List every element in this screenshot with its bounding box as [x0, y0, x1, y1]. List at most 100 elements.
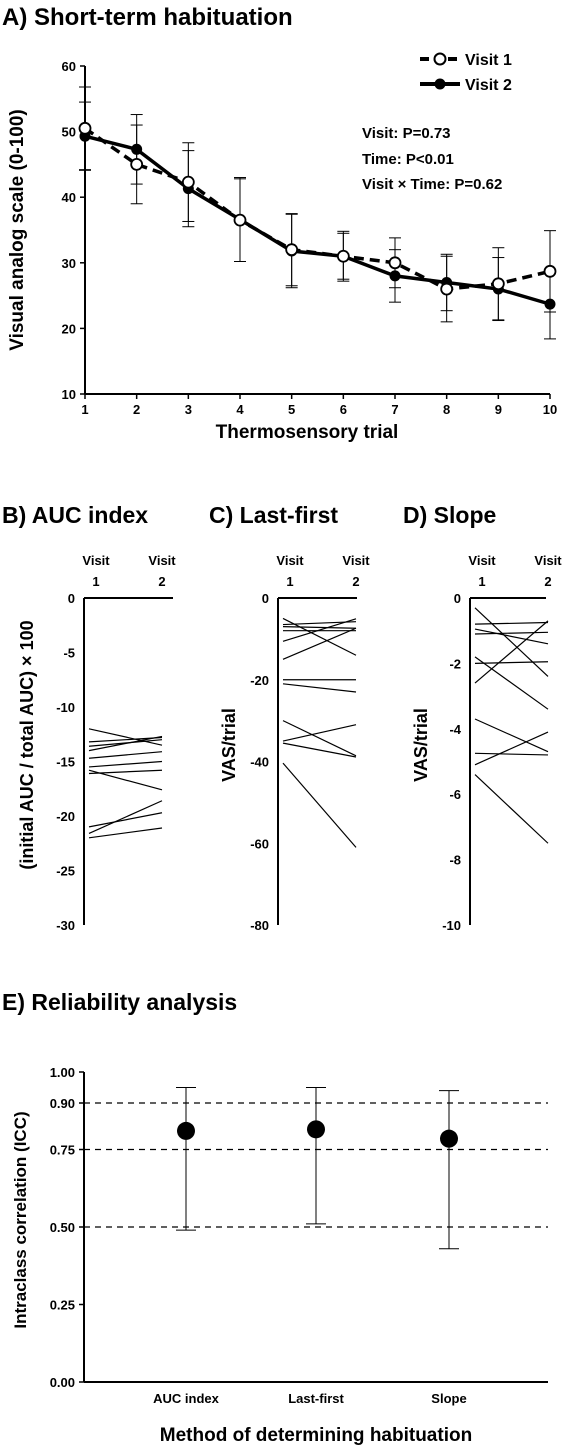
- panel-b-title: B) AUC index: [2, 502, 148, 528]
- category-label: Visit: [82, 553, 110, 568]
- subject-line: [88, 751, 163, 759]
- y-tick-label: 0: [262, 591, 269, 606]
- category-label: 2: [352, 574, 359, 589]
- y-tick-label: 0: [454, 591, 461, 606]
- panel-e-plot: 0.00 0.25 0.50 0.75 0.90 1.00 AUC index Last-fi…: [50, 1065, 548, 1406]
- subject-line: [474, 752, 549, 756]
- y-tick-label: -4: [449, 722, 461, 737]
- series-visit-1-point: [181, 175, 195, 189]
- subject-line: [474, 718, 549, 753]
- panel-e-x-axis-label: Method of determining habituation: [160, 1425, 472, 1446]
- panel-d-y-axis-label: VAS/trial: [411, 708, 431, 782]
- subject-line: [88, 769, 163, 775]
- subject-line: [282, 720, 357, 757]
- series-visit-1-point: [233, 213, 247, 227]
- panel-a-x-tick-label: 8: [443, 402, 450, 417]
- stat-time: Time: P<0.01: [362, 151, 454, 168]
- subject-line: [474, 607, 549, 677]
- series-visit-1-point: [491, 277, 505, 291]
- y-tick-label: -8: [449, 853, 461, 868]
- panel-a-y-tick-label: 30: [62, 256, 76, 271]
- category-label: Visit: [534, 553, 562, 568]
- panel-e-y-tick-label: 1.00: [50, 1065, 75, 1080]
- subject-line: [282, 762, 357, 848]
- subject-line: [282, 742, 357, 758]
- category-label: Last-first: [288, 1391, 344, 1406]
- series-visit-2-point: [389, 270, 401, 282]
- series-visit-1-point: [440, 282, 454, 296]
- subject-line: [88, 812, 163, 828]
- panel-a-error-bars: [79, 86, 556, 340]
- category-label: AUC index: [153, 1391, 220, 1406]
- panel-a-axes: 10 20 30 40 50 60 1 2 3 4 5 6 7 8 9 10: [62, 59, 558, 417]
- category-label: 1: [92, 574, 99, 589]
- series-visit-1-point: [543, 264, 557, 278]
- series-visit-1-point: [336, 249, 350, 263]
- subject-line: [474, 656, 549, 710]
- legend-visit-2-marker: [434, 78, 446, 90]
- panel-a-y-tick-label: 50: [62, 125, 76, 140]
- y-tick-label: -80: [250, 918, 269, 933]
- subject-line: [474, 774, 549, 844]
- panel-b: B) AUC index (initial AUC / total AUC) ×…: [2, 502, 176, 933]
- panel-d: D) Slope VAS/trial 0 -2 -4 -6 -8 -10 Visit 1 Vis…: [403, 502, 562, 933]
- legend-visit-2-label: Visit 2: [465, 77, 512, 94]
- y-tick-label: -25: [56, 864, 75, 879]
- panel-d-plot: 0 -2 -4 -6 -8 -10 Visit 1 Visit 2: [442, 553, 562, 933]
- icc-point: [307, 1120, 325, 1139]
- panel-e-y-tick-label: 0.00: [50, 1375, 75, 1390]
- icc-point: [440, 1129, 458, 1148]
- panel-a-y-tick-label: 40: [62, 190, 76, 205]
- subject-line: [474, 731, 549, 766]
- y-tick-label: -10: [442, 918, 461, 933]
- panel-a-x-axis-label: Thermosensory trial: [216, 422, 399, 443]
- panel-a-y-axis-label: Visual analog scale (0-100): [7, 109, 28, 351]
- subject-line: [88, 760, 163, 768]
- panel-a-x-tick-label: 7: [391, 402, 398, 417]
- y-tick-label: -2: [449, 656, 461, 671]
- subject-line: [282, 618, 357, 642]
- series-visit-2-point: [544, 298, 556, 310]
- y-tick-label: 0: [68, 591, 75, 606]
- panel-a-x-tick-label: 4: [236, 402, 244, 417]
- category-label: Visit: [148, 553, 176, 568]
- panel-a-y-tick-label: 20: [62, 321, 76, 336]
- y-tick-label: -10: [56, 700, 75, 715]
- category-label: Visit: [468, 553, 496, 568]
- series-visit-2-line: [84, 134, 551, 306]
- series-visit-1-line: [83, 126, 551, 291]
- category-label: Visit: [276, 553, 304, 568]
- panel-e-y-tick-label: 0.75: [50, 1143, 75, 1158]
- y-tick-label: -60: [250, 836, 269, 851]
- series-visit-1-point: [130, 157, 144, 171]
- panel-b-plot: 0 -5 -10 -15 -20 -25 -30 Visit 1 Visit 2: [56, 553, 176, 933]
- icc-point: [177, 1121, 195, 1140]
- panel-a-x-tick-label: 2: [133, 402, 140, 417]
- category-label: Slope: [431, 1391, 466, 1406]
- series-visit-2-point: [131, 143, 143, 155]
- panel-a-legend: Visit 1 Visit 2: [420, 52, 512, 94]
- subject-line: [474, 621, 549, 625]
- series-visit-1-point: [285, 243, 299, 257]
- subject-line: [88, 728, 163, 746]
- panel-e-y-tick-label: 0.25: [50, 1298, 75, 1313]
- panel-c-plot: 0 -20 -40 -60 -80 Visit 1 Visit 2: [250, 553, 370, 933]
- subject-line: [282, 626, 357, 629]
- panel-e-title: E) Reliability analysis: [2, 989, 237, 1015]
- subject-line: [282, 724, 357, 742]
- subject-line: [282, 683, 357, 693]
- subject-line: [474, 628, 549, 645]
- y-tick-label: -5: [63, 646, 75, 661]
- subject-line: [88, 800, 163, 834]
- panel-a-x-tick-label: 3: [185, 402, 192, 417]
- panel-a-y-tick-label: 60: [62, 59, 76, 74]
- y-tick-label: -40: [250, 755, 269, 770]
- legend-visit-1-marker: [433, 52, 447, 66]
- y-tick-label: -15: [56, 755, 75, 770]
- panel-d-title: D) Slope: [403, 502, 496, 528]
- panel-a-x-tick-label: 5: [288, 402, 295, 417]
- subject-line: [88, 827, 163, 839]
- panel-a-x-tick-label: 1: [81, 402, 88, 417]
- category-label: 1: [286, 574, 293, 589]
